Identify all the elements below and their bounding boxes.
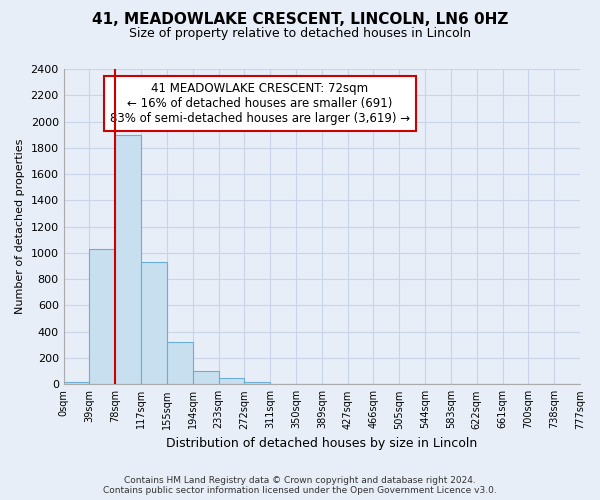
Bar xyxy=(115,134,141,384)
Bar xyxy=(193,370,218,384)
Text: 41 MEADOWLAKE CRESCENT: 72sqm
← 16% of detached houses are smaller (691)
83% of : 41 MEADOWLAKE CRESCENT: 72sqm ← 16% of d… xyxy=(110,82,410,124)
X-axis label: Distribution of detached houses by size in Lincoln: Distribution of detached houses by size … xyxy=(166,437,478,450)
Y-axis label: Number of detached properties: Number of detached properties xyxy=(15,139,25,314)
Bar xyxy=(167,342,193,384)
Bar xyxy=(141,262,167,384)
Text: Size of property relative to detached houses in Lincoln: Size of property relative to detached ho… xyxy=(129,28,471,40)
Bar xyxy=(218,378,244,384)
Bar xyxy=(89,249,115,384)
Bar xyxy=(244,382,270,384)
Text: 41, MEADOWLAKE CRESCENT, LINCOLN, LN6 0HZ: 41, MEADOWLAKE CRESCENT, LINCOLN, LN6 0H… xyxy=(92,12,508,28)
Bar xyxy=(64,382,89,384)
Text: Contains HM Land Registry data © Crown copyright and database right 2024.
Contai: Contains HM Land Registry data © Crown c… xyxy=(103,476,497,495)
